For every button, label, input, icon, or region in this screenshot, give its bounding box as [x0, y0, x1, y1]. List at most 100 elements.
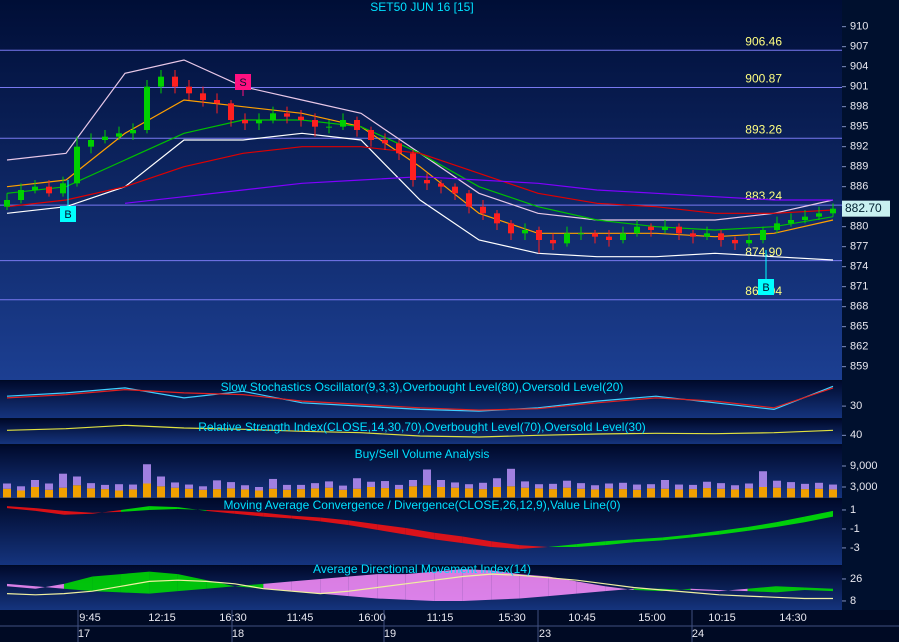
volume-bar	[213, 480, 221, 490]
volume-bar	[773, 480, 781, 488]
time-label: 16:00	[358, 612, 386, 624]
volume-bar	[815, 482, 823, 489]
volume-bar	[129, 489, 137, 498]
y-tick-label: 877	[850, 241, 868, 253]
panel-title: Moving Average Convergence / Divergence(…	[223, 498, 620, 512]
panel-title: SET50 JUN 16 [15]	[370, 0, 473, 14]
volume-bar	[353, 488, 361, 498]
volume-bar	[73, 476, 81, 486]
y-tick-label: 865	[850, 321, 868, 333]
indicator-area	[804, 510, 833, 523]
volume-bar	[3, 483, 11, 489]
y-tick-label: 898	[850, 101, 868, 113]
volume-bar	[801, 483, 809, 490]
volume-bar	[269, 488, 277, 498]
volume-bar	[661, 488, 669, 498]
volume-bar	[647, 488, 655, 498]
candle-body	[494, 213, 500, 224]
volume-bar	[297, 484, 305, 490]
indicator-area	[405, 527, 435, 540]
volume-bar	[143, 483, 151, 498]
candle-body	[396, 143, 402, 154]
volume-bar	[311, 488, 319, 498]
signal-label: S	[239, 77, 246, 89]
indicator-area	[92, 509, 121, 514]
volume-bar	[437, 480, 445, 487]
candle-body	[284, 113, 290, 117]
indicator-area	[7, 506, 36, 511]
time-label: 11:15	[427, 612, 454, 624]
candle-body	[662, 226, 668, 230]
candle-body	[368, 130, 374, 140]
panel-background	[0, 381, 842, 418]
volume-bar	[409, 480, 417, 487]
candle-body	[466, 193, 472, 207]
volume-bar	[199, 489, 207, 498]
axis-area	[842, 0, 899, 642]
volume-bar	[605, 488, 613, 498]
candle-body	[186, 86, 192, 94]
candle-body	[424, 180, 430, 184]
time-label: 14:30	[779, 612, 807, 624]
candle-body	[32, 186, 38, 190]
volume-bar	[31, 487, 39, 498]
time-label: 12:15	[148, 612, 176, 624]
volume-bar	[87, 488, 95, 498]
volume-bar	[185, 484, 193, 489]
volume-bar	[689, 484, 697, 490]
indicator-area	[747, 522, 777, 531]
volume-bar	[787, 488, 795, 498]
volume-bar	[493, 487, 501, 498]
panel-background	[0, 446, 842, 498]
volume-bar	[87, 483, 95, 489]
candle-body	[606, 236, 612, 240]
candle-body	[144, 86, 150, 130]
y-tick-label: 910	[850, 21, 868, 33]
volume-bar	[745, 483, 753, 489]
candle-body	[774, 223, 780, 230]
candle-body	[326, 126, 332, 128]
candle-body	[508, 223, 514, 234]
indicator-area	[405, 571, 435, 601]
volume-bar	[423, 469, 431, 486]
volume-bar	[73, 485, 81, 498]
volume-bar	[395, 484, 403, 490]
indicator-area	[576, 581, 606, 594]
volume-bar	[759, 471, 767, 487]
level-label: 906.46	[745, 34, 782, 48]
volume-bar	[703, 488, 711, 498]
volume-bar	[521, 481, 529, 488]
volume-bar	[591, 485, 599, 490]
volume-bar	[17, 490, 25, 498]
y-tick-label: 30	[850, 400, 862, 412]
candle-body	[690, 233, 696, 237]
volume-bar	[619, 489, 627, 498]
volume-bar	[577, 488, 585, 498]
y-tick-label: 895	[850, 121, 868, 133]
volume-bar	[115, 490, 123, 498]
volume-bar	[45, 483, 53, 490]
volume-bar	[493, 478, 501, 487]
indicator-area	[462, 569, 492, 601]
panel-background	[0, 420, 842, 444]
indicator-area	[120, 506, 150, 512]
y-tick-label: 868	[850, 301, 868, 313]
time-label: 10:45	[568, 612, 596, 624]
candle-body	[760, 230, 766, 240]
indicator-area	[177, 574, 207, 592]
volume-bar	[325, 487, 333, 498]
date-label: 23	[539, 628, 551, 640]
volume-bar	[269, 478, 277, 489]
candle-body	[130, 130, 136, 134]
volume-bar	[731, 489, 739, 498]
panel-title: Buy/Sell Volume Analysis	[355, 447, 490, 461]
indicator-area	[605, 586, 634, 592]
y-tick-label: 8	[850, 595, 856, 607]
indicator-area	[605, 539, 634, 546]
y-tick-label: 904	[850, 61, 868, 73]
volume-bar	[703, 481, 711, 489]
candle-body	[746, 240, 752, 244]
volume-bar	[255, 487, 263, 491]
panel-title: Slow Stochastics Oscillator(9,3,3),Overb…	[221, 380, 624, 394]
volume-bar	[423, 485, 431, 498]
